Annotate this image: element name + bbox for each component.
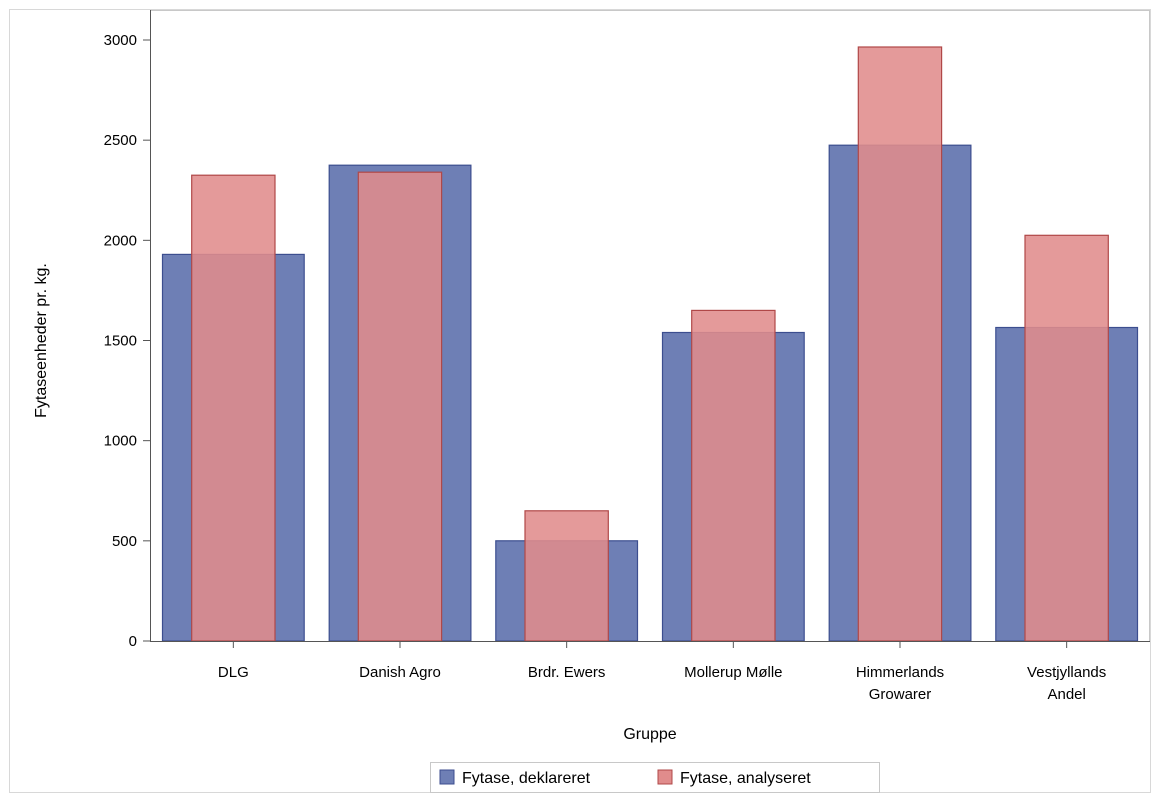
bars-layer	[161, 46, 1139, 642]
x-tick-label: Himmerlands	[856, 664, 944, 681]
legend-swatch-0	[439, 769, 455, 785]
bar-analyseret-1	[357, 171, 443, 642]
legend-swatch-1	[657, 769, 673, 785]
bar-analyseret-0	[191, 174, 276, 642]
bar-analyseret-2	[524, 510, 609, 642]
y-tick-label: 1000	[104, 433, 137, 450]
y-tick-label: 0	[129, 633, 137, 650]
legend-frame	[430, 762, 880, 793]
bar-analyseret-4	[857, 46, 943, 642]
x-tick-label: Andel	[1047, 686, 1085, 703]
y-tick-label: 2000	[104, 232, 137, 249]
x-tick-label: Vestjyllands	[1027, 664, 1106, 681]
y-tick-label: 3000	[104, 32, 137, 49]
x-tick-label: Growarer	[869, 686, 932, 703]
x-tick-label: Danish Agro	[359, 664, 441, 681]
x-tick-label: Brdr. Ewers	[528, 664, 606, 681]
y-tick-label: 500	[112, 533, 137, 550]
y-tick-label: 2500	[104, 132, 137, 149]
axes-layer	[143, 10, 1150, 648]
x-tick-label: Mollerup Mølle	[684, 664, 782, 681]
legend: Fytase, deklareret Fytase, analyseret	[430, 762, 880, 793]
legend-label-0: Fytase, deklareret	[462, 770, 591, 787]
x-axis-title: Gruppe	[623, 726, 676, 743]
y-tick-label: 1500	[104, 333, 137, 350]
bar-analyseret-5	[1024, 234, 1109, 642]
x-tick-label: DLG	[218, 664, 249, 681]
bar-analyseret-3	[691, 309, 776, 642]
labels-layer: DLG Danish Agro Brdr. Ewers Mollerup Mølle H…	[33, 32, 1106, 743]
legend-label-1: Fytase, analyseret	[680, 770, 811, 787]
y-axis-title: Fytaseenheder pr. kg.	[33, 263, 50, 418]
